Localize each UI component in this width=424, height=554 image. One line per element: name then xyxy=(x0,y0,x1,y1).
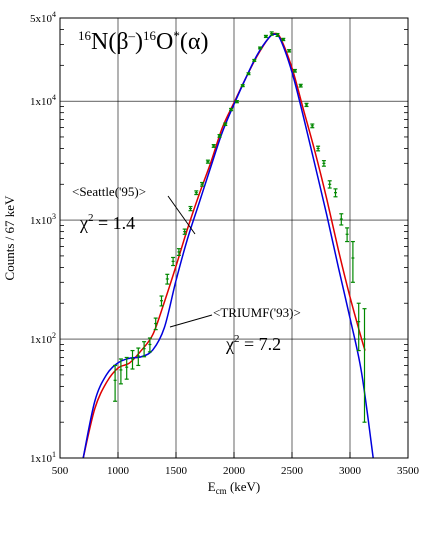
data-point xyxy=(153,317,158,331)
annotation-chi2-triumf: χ2 = 7.2 xyxy=(225,333,281,354)
y-axis-ticks: 1x101 1x102 1x103 1x104 5x104 xyxy=(30,10,408,465)
y-tick-label: 1x101 xyxy=(30,450,56,465)
data-point xyxy=(292,68,297,73)
grid xyxy=(60,18,408,458)
data-point xyxy=(287,49,292,53)
data-point xyxy=(281,37,286,42)
data-point xyxy=(304,102,309,108)
data-point xyxy=(356,302,361,352)
x-tick-label: 500 xyxy=(52,465,69,477)
y-tick-label: 1x102 xyxy=(30,331,56,346)
data-point xyxy=(339,213,344,226)
x-tick-label: 1000 xyxy=(107,465,130,477)
data-point xyxy=(142,341,147,358)
data-point xyxy=(229,107,234,112)
data-point xyxy=(269,31,274,36)
x-axis-label: Ecm (keV) xyxy=(208,479,261,496)
data-point xyxy=(345,227,350,243)
data-point xyxy=(113,364,118,402)
data-point xyxy=(362,308,367,423)
data-point xyxy=(321,160,326,167)
x-tick-label: 3000 xyxy=(339,465,362,477)
data-point xyxy=(136,347,141,367)
data-points xyxy=(113,31,367,423)
y-axis-label: Counts / 67 keV xyxy=(2,195,17,280)
data-point xyxy=(165,273,170,285)
fit-curve-seattle xyxy=(82,32,366,459)
data-point xyxy=(234,100,239,104)
data-point xyxy=(246,72,251,76)
y-tick-label: 5x104 xyxy=(30,10,56,25)
data-point xyxy=(240,84,245,88)
data-point xyxy=(171,256,176,267)
data-point xyxy=(258,46,263,50)
data-point xyxy=(316,145,321,152)
data-point xyxy=(252,58,257,62)
data-point xyxy=(182,228,187,235)
chart-title: 16N(β–)16O*(α) xyxy=(78,28,208,55)
data-point xyxy=(176,248,181,256)
data-point xyxy=(223,122,228,127)
data-point xyxy=(263,34,268,39)
y-tick-label: 1x104 xyxy=(30,93,56,108)
x-tick-label: 1500 xyxy=(165,465,188,477)
annotation-pointer-seattle xyxy=(167,195,196,235)
annotation-label-triumf: <TRIUMF('93)> xyxy=(213,305,301,320)
data-point xyxy=(130,349,135,370)
annotation-chi2-seattle: χ2 = 1.4 xyxy=(79,212,135,233)
data-point xyxy=(211,144,216,148)
data-point xyxy=(333,188,338,198)
data-point xyxy=(200,181,205,187)
annotation-label-seattle: <Seattle('95)> xyxy=(72,184,146,199)
data-point xyxy=(124,356,129,380)
data-point xyxy=(194,190,199,196)
fit-curve-triumf xyxy=(82,33,374,459)
fit-curves xyxy=(82,32,374,459)
annotation-pointer-triumf xyxy=(169,314,213,328)
data-point xyxy=(159,295,164,307)
data-point xyxy=(147,337,152,353)
x-axis-ticks: 500 1000 1500 2000 2500 3000 3500 xyxy=(52,452,420,477)
x-tick-label: 2000 xyxy=(223,465,246,477)
data-point xyxy=(327,180,332,189)
data-point xyxy=(205,159,210,164)
data-point xyxy=(275,32,280,38)
y-tick-label: 1x103 xyxy=(30,212,56,227)
data-point xyxy=(118,358,123,385)
data-point xyxy=(350,240,355,283)
x-tick-label: 2500 xyxy=(281,465,304,477)
data-point xyxy=(298,83,303,88)
data-point xyxy=(188,205,193,212)
x-tick-label: 3500 xyxy=(397,465,420,477)
data-point xyxy=(310,123,315,129)
data-point xyxy=(217,134,222,138)
